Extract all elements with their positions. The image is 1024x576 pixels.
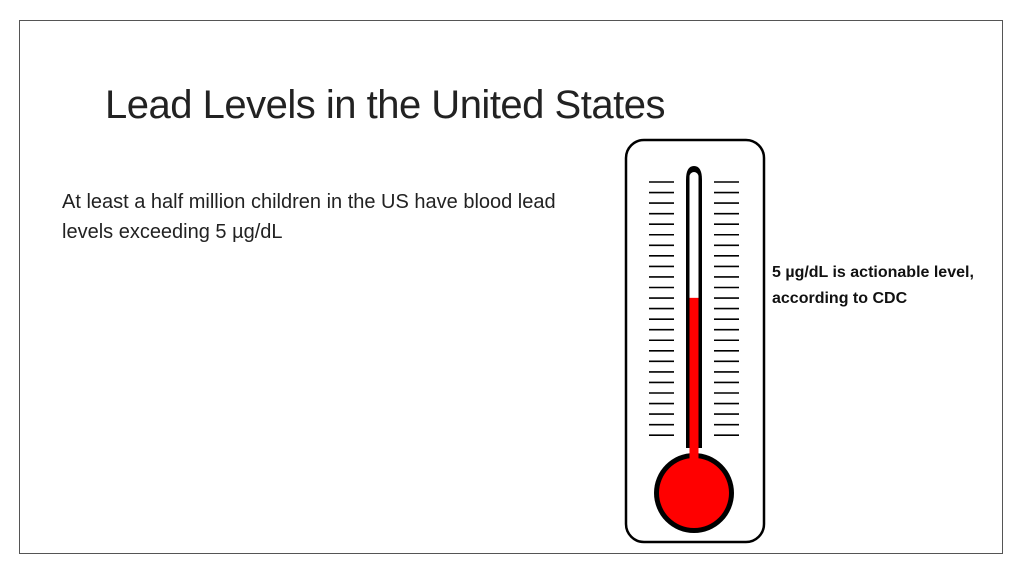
tick-marks-left: [649, 181, 674, 437]
body-text: At least a half million children in the …: [62, 191, 556, 243]
thermometer-mercury: [689, 297, 699, 458]
thermometer-neck: [689, 438, 699, 468]
slide: Lead Levels in the United States At leas…: [19, 20, 1003, 554]
slide-title: Lead Levels in the United States: [105, 83, 665, 127]
callout-text: 5 µg/dL is actionable level, according t…: [772, 264, 974, 307]
thermometer-bulb: [659, 458, 729, 528]
thermometer-icon: [624, 138, 766, 544]
tick-marks-right: [714, 181, 739, 437]
